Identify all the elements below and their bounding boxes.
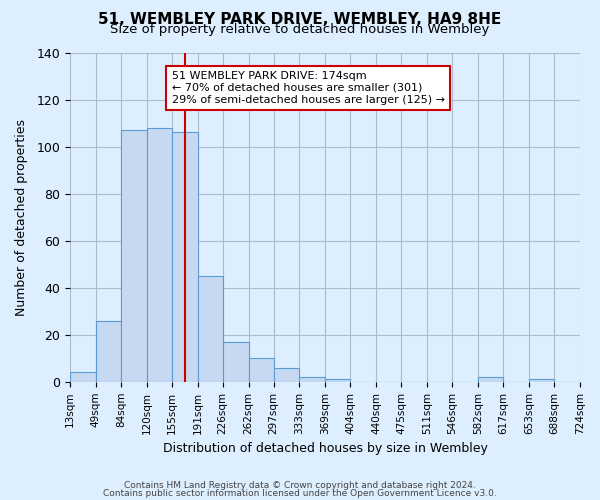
Bar [70,372,96,382]
Text: 51 WEMBLEY PARK DRIVE: 174sqm
← 70% of detached houses are smaller (301)
29% of : 51 WEMBLEY PARK DRIVE: 174sqm ← 70% of d… [172,72,445,104]
Bar [96,320,121,382]
Bar [274,368,299,382]
Bar [529,380,554,382]
Text: 51, WEMBLEY PARK DRIVE, WEMBLEY, HA9 8HE: 51, WEMBLEY PARK DRIVE, WEMBLEY, HA9 8HE [98,12,502,28]
X-axis label: Distribution of detached houses by size in Wembley: Distribution of detached houses by size … [163,442,487,455]
Text: Contains HM Land Registry data © Crown copyright and database right 2024.: Contains HM Land Registry data © Crown c… [124,481,476,490]
Text: Size of property relative to detached houses in Wembley: Size of property relative to detached ho… [110,22,490,36]
Bar [325,380,350,382]
Bar [197,276,223,382]
Bar [299,377,325,382]
Text: Contains public sector information licensed under the Open Government Licence v3: Contains public sector information licen… [103,488,497,498]
Bar [478,377,503,382]
Y-axis label: Number of detached properties: Number of detached properties [15,118,28,316]
Bar [121,130,146,382]
Bar [146,128,172,382]
Bar [223,342,248,382]
Bar [248,358,274,382]
Bar [172,132,197,382]
